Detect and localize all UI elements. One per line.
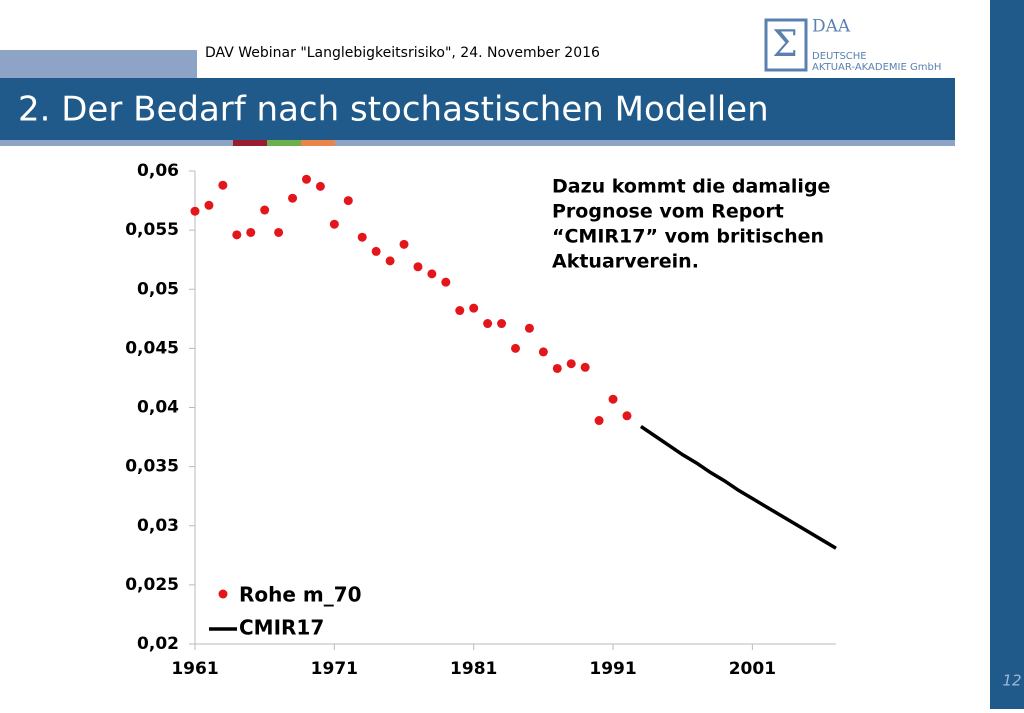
data-point: [552, 363, 562, 373]
y-tick-label: 0,02: [137, 634, 179, 654]
data-point: [427, 269, 437, 279]
y-tick-label: 0,03: [137, 516, 179, 536]
logo-text: DAA: [812, 17, 851, 37]
data-point: [371, 246, 381, 256]
data-point: [608, 394, 618, 404]
annotation: Dazu kommt die damalige: [552, 176, 830, 198]
logo-mark: [764, 18, 808, 72]
data-point: [190, 206, 200, 216]
data-point: [218, 180, 228, 190]
data-point: [566, 359, 576, 369]
data-point: [441, 277, 451, 287]
event-text: DAV Webinar "Langlebigkeitsrisiko", 24. …: [205, 45, 600, 61]
annotation: “CMIR17” vom britischen: [552, 226, 824, 248]
y-tick-label: 0,025: [125, 575, 179, 595]
header-accent: [0, 50, 197, 78]
x-tick-label: 1961: [171, 659, 218, 679]
x-tick-label: 1991: [589, 659, 636, 679]
data-point: [301, 174, 311, 184]
data-point: [315, 181, 325, 191]
legend-swatch: [218, 589, 228, 599]
title-bar: [0, 78, 955, 140]
annotation: Prognose vom Report: [552, 201, 784, 223]
annotation: Aktuarverein.: [552, 251, 699, 273]
logo-text: AKTUAR-AKADEMIE GmbH: [812, 62, 941, 73]
data-point: [329, 219, 339, 229]
data-line: [639, 424, 837, 550]
legend-label: Rohe m_70: [239, 583, 362, 607]
logo: Σ DAA DEUTSCHE AKTUAR-AKADEMIE GmbH: [764, 17, 941, 73]
y-tick-label: 0,045: [125, 338, 179, 358]
data-point: [274, 227, 284, 237]
logo-sigma: Σ: [772, 24, 797, 65]
data-point: [622, 411, 632, 421]
y-tick-label: 0,05: [137, 279, 179, 299]
slide-title: 2. Der Bedarf nach stochastischen Modell…: [18, 90, 769, 130]
data-point: [385, 256, 395, 266]
data-point: [204, 200, 214, 210]
side-strip: [990, 0, 1024, 709]
data-point: [288, 193, 298, 203]
accent-green: [267, 140, 301, 146]
data-point: [511, 343, 520, 353]
data-point: [343, 196, 353, 206]
data-point: [357, 232, 367, 242]
accent-red: [233, 140, 267, 146]
data-point: [246, 227, 256, 237]
data-point: [483, 319, 493, 329]
logo-text: DEUTSCHE: [812, 51, 867, 62]
data-point: [497, 319, 507, 329]
data-point: [413, 262, 423, 272]
data-point: [524, 323, 534, 333]
data-point: [260, 205, 270, 215]
x-tick-label: 1971: [311, 659, 358, 679]
y-tick-label: 0,04: [137, 398, 179, 418]
accent-orange: [301, 140, 335, 146]
title-underline: [0, 140, 955, 146]
y-tick-label: 0,06: [137, 161, 179, 181]
page-number: 12: [1002, 672, 1021, 690]
y-tick-label: 0,055: [125, 220, 179, 240]
x-tick-label: 2001: [729, 659, 776, 679]
x-tick-label: 1981: [450, 659, 497, 679]
data-point: [455, 306, 465, 316]
data-point: [594, 416, 604, 426]
y-tick-label: 0,035: [125, 457, 179, 477]
data-point: [232, 230, 242, 240]
data-point: [538, 347, 548, 357]
data-point: [469, 303, 479, 313]
data-point: [580, 362, 590, 372]
data-point: [399, 239, 409, 249]
legend-label: CMIR17: [239, 616, 324, 640]
